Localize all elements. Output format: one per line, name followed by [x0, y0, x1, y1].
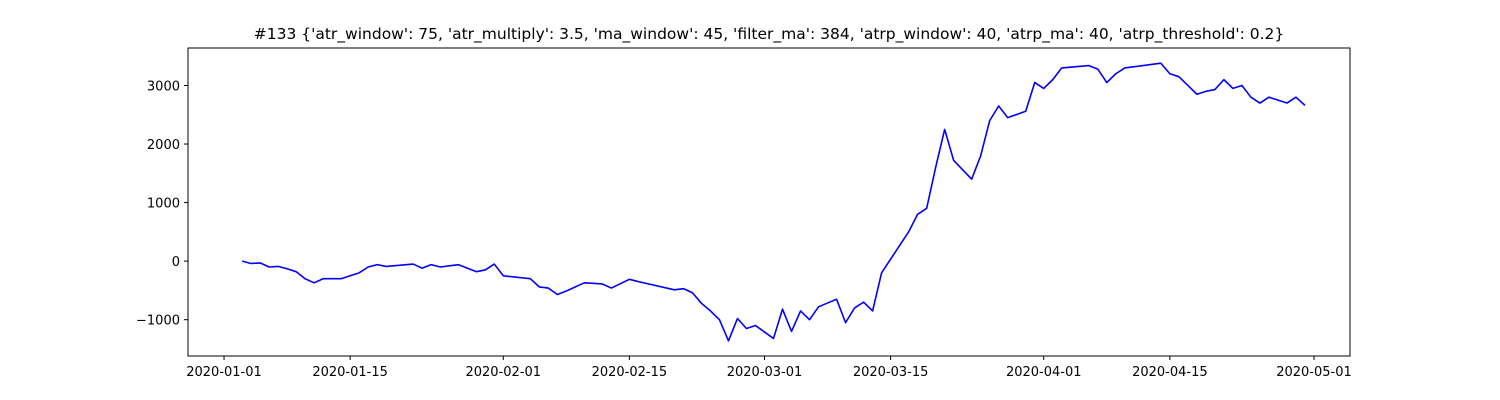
- x-tick-label: 2020-04-15: [1132, 365, 1208, 380]
- y-tick-label: −1000: [136, 314, 180, 329]
- x-tick-label: 2020-01-15: [312, 365, 388, 380]
- data-line: [241, 62, 1306, 342]
- x-tick-label: 2020-02-01: [465, 365, 541, 380]
- x-tick-label: 2020-03-01: [727, 365, 803, 380]
- chart-title: #133 {'atr_window': 75, 'atr_multiply': …: [254, 25, 1285, 44]
- x-tick-label: 2020-04-01: [1006, 365, 1082, 380]
- y-tick-label: 3000: [147, 79, 180, 94]
- x-tick-label: 2020-05-01: [1276, 365, 1352, 380]
- y-tick-label: 1000: [147, 197, 180, 212]
- x-tick-label: 2020-01-01: [186, 365, 262, 380]
- x-tick-label: 2020-02-15: [592, 365, 668, 380]
- plot-frame: [187, 47, 1351, 357]
- y-tick-label: 2000: [147, 138, 180, 153]
- x-tick-label: 2020-03-15: [853, 365, 929, 380]
- y-tick-label: 0: [172, 255, 180, 270]
